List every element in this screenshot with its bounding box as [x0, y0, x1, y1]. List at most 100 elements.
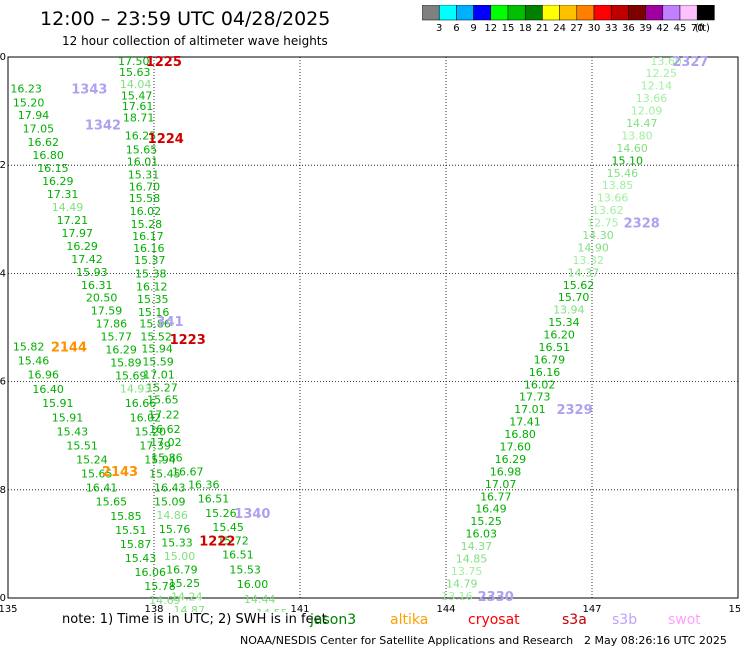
wave-height-point: 15.25 — [169, 577, 201, 590]
wave-height-point: 15.62 — [563, 279, 595, 292]
wave-height-point: 18.71 — [123, 112, 155, 125]
wave-height-point: 15.94 — [144, 454, 176, 467]
colorbar-label: 27 — [570, 23, 583, 34]
wave-height-point: 15.89 — [110, 357, 142, 370]
wave-height-point: 16.01 — [127, 155, 159, 168]
wave-height-point: 15.10 — [611, 154, 643, 167]
wave-height-point: 20.50 — [86, 292, 118, 305]
pass-time-label: 2329 — [556, 403, 592, 418]
colorbar-legend: 3 6 9 12 15 18 21 24 27 30 33 36 39 42 45 70(ft) — [422, 5, 715, 34]
wave-height-point: 15.51 — [115, 524, 147, 537]
wave-height-point: 13.62 — [592, 204, 624, 217]
chart-subtitle: 12 hour collection of altimeter wave hei… — [62, 34, 328, 48]
wave-height-point: 14.90 — [577, 241, 609, 254]
wave-height-point: 14.85 — [456, 553, 488, 566]
wave-height-point: 16.51 — [222, 549, 254, 562]
wave-height-point: 15.45 — [149, 468, 181, 481]
wave-height-point: 13.85 — [602, 179, 634, 192]
wave-height-point: 15.91 — [42, 397, 74, 410]
colorbar-label: 36 — [622, 23, 635, 34]
wave-height-point: 14.79 — [446, 577, 478, 590]
wave-height-point: 17.97 — [62, 227, 94, 240]
wave-height-point: 17.01 — [514, 403, 546, 416]
wave-height-point: 16.06 — [135, 566, 167, 579]
wave-height-point: 16.67 — [172, 465, 204, 478]
y-tick-label: -56 — [0, 377, 6, 388]
colorbar-label: 30 — [588, 23, 601, 34]
wave-height-point: 16.49 — [475, 503, 507, 516]
wave-height-point: 17.22 — [148, 409, 180, 422]
x-tick-label: 138 — [144, 604, 163, 612]
wave-height-point: 15.65 — [81, 468, 113, 481]
wave-height-point: 15.86 — [139, 318, 171, 331]
wave-height-point: 15.09 — [154, 496, 186, 509]
wave-height-point: 16.77 — [480, 490, 512, 503]
colorbar-unit: (ft) — [695, 23, 710, 34]
y-tick-label: -52 — [0, 160, 6, 171]
wave-height-point: 16.16 — [529, 366, 561, 379]
wave-height-point: 16.79 — [534, 353, 566, 366]
wave-height-point: 14.86 — [156, 509, 188, 522]
wave-height-point: 15.78 — [144, 580, 176, 593]
plot-frame — [7, 56, 739, 599]
colorbar-label: 39 — [639, 23, 652, 34]
wave-height-point: 15.87 — [120, 538, 152, 551]
x-tick-label: 150 — [728, 604, 740, 612]
wave-height-point: 17.39 — [139, 439, 171, 452]
y-tick-label: -54 — [0, 268, 6, 279]
wave-height-point: 15.70 — [558, 291, 590, 304]
wave-height-point: 16.51 — [198, 492, 230, 505]
wave-height-point: 15.45 — [212, 521, 244, 534]
wave-height-point: 16.00 — [237, 578, 269, 591]
wave-height-point: 16.02 — [130, 205, 162, 218]
wave-height-point: 16.70 — [129, 180, 161, 193]
wave-height-point: 15.53 — [229, 563, 261, 576]
wave-height-point: 13.32 — [573, 254, 605, 267]
wave-height-point: 15.82 — [13, 340, 45, 353]
pass-time-label: 1343 — [71, 82, 107, 97]
chart-title: 12:00 – 23:59 UTC 04/28/2025 — [40, 8, 331, 30]
wave-height-point: 14.44 — [244, 593, 275, 606]
wave-height-point: 15.43 — [57, 425, 89, 438]
wave-height-point: 12.14 — [641, 80, 673, 93]
wave-height-point: 15.00 — [164, 550, 196, 563]
wave-height-point: 16.62 — [149, 423, 181, 436]
colorbar-label: 3 — [436, 23, 442, 34]
wave-height-point: 16.12 — [136, 280, 168, 293]
wave-height-point: 15.77 — [100, 331, 132, 344]
wave-height-point: 17.42 — [71, 253, 103, 266]
legend-s3a: s3a — [562, 612, 587, 628]
legend-altika: altika — [390, 612, 429, 628]
wave-height-point: 15.46 — [607, 167, 639, 180]
pass-time-label: 2327 — [672, 55, 708, 70]
altimeter-map-plot: 135 138 141 144 147 150 -50 -52 -54 -56 -58 -60 17.5… — [0, 52, 740, 612]
wave-height-point: 17.61 — [122, 100, 154, 113]
wave-height-point: 16.80 — [504, 428, 536, 441]
wave-height-point: 15.51 — [66, 439, 98, 452]
wave-height-point: 15.69 — [115, 370, 147, 383]
pass-time-label: 2328 — [624, 217, 660, 232]
pass-time-label: 2330 — [478, 590, 514, 605]
wave-height-point: 17.01 — [143, 369, 175, 382]
wave-height-point: 12.25 — [646, 67, 678, 80]
wave-height-point: 15.52 — [140, 331, 172, 344]
wave-height-point: 15.43 — [125, 552, 157, 565]
wave-height-point: 14.24 — [171, 590, 203, 603]
wave-height-point: 17.41 — [509, 416, 541, 429]
pass-time-label: 1225 — [146, 55, 182, 70]
wave-height-point: 14.47 — [626, 117, 658, 130]
x-tick-label: 144 — [436, 604, 455, 612]
y-tick-label: -60 — [0, 593, 6, 604]
footer-date: 2 May 08:26:16 UTC 2025 — [584, 634, 727, 647]
colorbar-label: 33 — [605, 23, 618, 34]
wave-height-point: 16.29 — [66, 240, 98, 253]
wave-height-point: 15.47 — [121, 89, 153, 102]
wave-height-point: 17.31 — [47, 188, 79, 201]
footer-credit: NOAA/NESDIS Center for Satellite Applica… — [240, 634, 574, 647]
wave-height-point: 14.55 — [256, 607, 288, 612]
wave-height-point: 16.43 — [154, 482, 186, 495]
wave-height-point: 14.93 — [120, 383, 152, 396]
wave-height-point: 15.35 — [137, 293, 169, 306]
wave-height-point: 15.72 — [217, 535, 249, 548]
wave-height-point: 16.80 — [32, 149, 64, 162]
